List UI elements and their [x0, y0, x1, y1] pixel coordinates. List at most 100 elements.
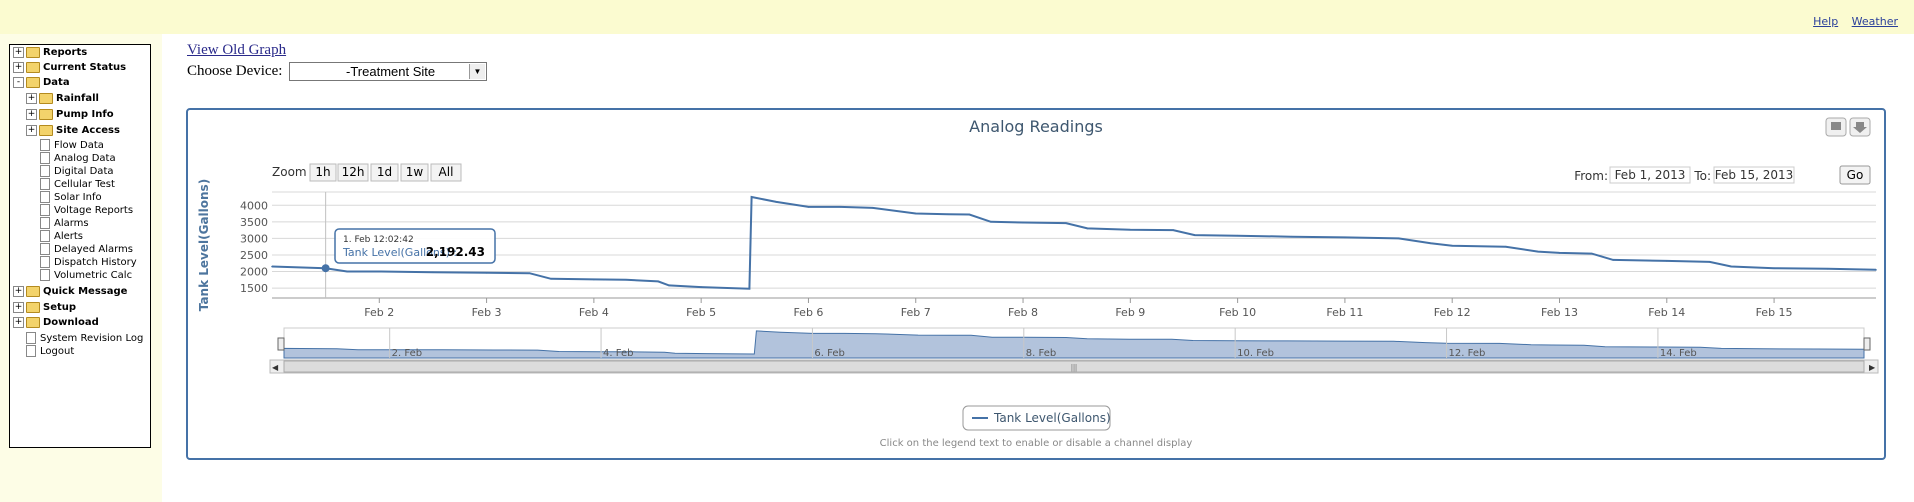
- y-tick-label: 3000: [240, 232, 268, 245]
- series-point: [1129, 228, 1132, 231]
- nav-item-label: Cellular Test: [54, 179, 115, 190]
- scrollbar-grip-icon: |||: [1071, 363, 1077, 372]
- x-tick-label: Feb 11: [1326, 306, 1363, 319]
- x-tick-label: Feb 12: [1434, 306, 1471, 319]
- nav-item-setup[interactable]: + Setup: [13, 301, 76, 315]
- nav-item-label: Logout: [40, 346, 75, 357]
- navigator-tick-label: 14. Feb: [1660, 348, 1697, 359]
- navigator-tick-label: 10. Feb: [1237, 348, 1274, 359]
- nav-item-label: Alarms: [54, 218, 89, 229]
- expand-icon[interactable]: +: [13, 61, 24, 73]
- series-point: [657, 280, 660, 283]
- nav-item-rainfall[interactable]: + Rainfall: [26, 92, 99, 106]
- zoom-button-12h[interactable]: [337, 163, 369, 182]
- nav-item-volumetric-calc[interactable]: Volumetric Calc: [40, 269, 132, 283]
- series-point: [1773, 267, 1775, 269]
- nav-item-solar-info[interactable]: Solar Info: [40, 191, 102, 205]
- x-tick-label: Feb 3: [472, 306, 502, 319]
- legend-box[interactable]: [962, 405, 1111, 431]
- series-point: [1451, 244, 1454, 247]
- view-old-graph-link[interactable]: View Old Graph: [187, 42, 287, 58]
- nav-item-system-revision-log[interactable]: System Revision Log: [26, 332, 143, 346]
- x-tick-label: Feb 13: [1541, 306, 1578, 319]
- to-label: To:: [1693, 169, 1711, 183]
- nav-tree: + Reports + Current Status - Data + Rainfall + Pu…: [9, 44, 151, 448]
- series-point: [378, 270, 381, 273]
- help-link[interactable]: Help: [1813, 15, 1839, 28]
- navigator-left-handle[interactable]: [277, 337, 285, 351]
- document-icon: [40, 269, 50, 281]
- expand-icon[interactable]: +: [13, 46, 24, 58]
- expand-icon[interactable]: +: [13, 285, 24, 297]
- series-point: [1193, 234, 1196, 236]
- document-icon: [40, 165, 50, 177]
- series-point: [968, 213, 971, 216]
- series-point: [1612, 259, 1614, 261]
- series-point: [914, 212, 917, 215]
- expand-icon[interactable]: +: [26, 92, 37, 104]
- expand-icon[interactable]: +: [26, 124, 37, 136]
- folder-icon: [26, 61, 40, 73]
- folder-icon: [39, 124, 53, 136]
- zoom-button-1d[interactable]: [370, 163, 399, 182]
- go-button[interactable]: [1839, 165, 1871, 185]
- series-point: [432, 271, 434, 273]
- series-point: [839, 206, 842, 208]
- zoom-button-1h[interactable]: [309, 163, 337, 182]
- x-tick-label: Feb 10: [1219, 306, 1256, 319]
- expand-icon[interactable]: +: [26, 108, 37, 120]
- zoom-button-label: 1h: [315, 165, 330, 179]
- navigator-scrollbar-thumb[interactable]: [283, 360, 1865, 373]
- navigator-tick-label: 6. Feb: [814, 348, 844, 359]
- series-point: [1826, 268, 1829, 270]
- nav-item-quick-message[interactable]: + Quick Message: [13, 285, 127, 299]
- zoom-button-1w[interactable]: [400, 163, 429, 182]
- series-point: [1397, 237, 1400, 240]
- nav-item-dispatch-history[interactable]: Dispatch History: [40, 256, 137, 270]
- document-icon: [40, 178, 50, 190]
- nav-item-site-access[interactable]: + Site Access: [26, 124, 120, 138]
- nav-item-logout[interactable]: Logout: [26, 345, 74, 359]
- nav-item-label: Pump Info: [56, 109, 114, 120]
- nav-item-flow-data[interactable]: Flow Data: [40, 139, 104, 153]
- document-icon: [40, 230, 50, 242]
- navigator-right-handle[interactable]: [1863, 337, 1871, 351]
- scroll-left-icon[interactable]: ◀: [272, 363, 279, 372]
- nav-item-download[interactable]: + Download: [13, 316, 99, 330]
- device-select-value: -Treatment Site: [346, 64, 436, 79]
- expand-icon[interactable]: +: [13, 301, 24, 313]
- series-point: [750, 196, 753, 198]
- zoom-button-label: 1d: [377, 165, 392, 179]
- nav-item-delayed-alarms[interactable]: Delayed Alarms: [40, 243, 133, 257]
- zoom-button-label: 12h: [342, 165, 365, 179]
- expand-icon[interactable]: +: [13, 316, 24, 328]
- device-select[interactable]: -Treatment Site ▼: [289, 62, 487, 81]
- series-point: [1065, 222, 1067, 224]
- nav-item-alerts[interactable]: Alerts: [40, 230, 83, 244]
- chevron-down-icon[interactable]: ▼: [469, 64, 485, 79]
- nav-item-data[interactable]: - Data: [13, 76, 70, 90]
- to-date-input[interactable]: [1713, 166, 1795, 184]
- nav-item-reports[interactable]: + Reports: [13, 46, 87, 60]
- legend-item-tank-level[interactable]: Tank Level(Gallons): [993, 411, 1111, 425]
- navigator-tick-label: 8. Feb: [1026, 348, 1056, 359]
- series-point: [1172, 229, 1175, 231]
- weather-link[interactable]: Weather: [1851, 15, 1898, 28]
- series-point: [668, 284, 670, 287]
- folder-icon: [26, 46, 40, 58]
- nav-item-digital-data[interactable]: Digital Data: [40, 165, 114, 179]
- nav-item-current-status[interactable]: + Current Status: [13, 61, 126, 75]
- y-axis-label: Tank Level(Gallons): [197, 179, 211, 311]
- series-point: [346, 270, 348, 273]
- nav-item-alarms[interactable]: Alarms: [40, 217, 89, 231]
- navigator-tick-label: 2. Feb: [392, 348, 422, 359]
- scroll-right-icon[interactable]: ▶: [1869, 363, 1876, 372]
- from-date-input[interactable]: [1609, 166, 1691, 184]
- collapse-icon[interactable]: -: [13, 76, 24, 88]
- zoom-button-All[interactable]: [430, 163, 462, 182]
- nav-item-voltage-reports[interactable]: Voltage Reports: [40, 204, 133, 218]
- nav-item-analog-data[interactable]: Analog Data: [40, 152, 116, 166]
- nav-item-cellular-test[interactable]: Cellular Test: [40, 178, 115, 192]
- series-point: [947, 213, 949, 215]
- nav-item-pump-info[interactable]: + Pump Info: [26, 108, 114, 122]
